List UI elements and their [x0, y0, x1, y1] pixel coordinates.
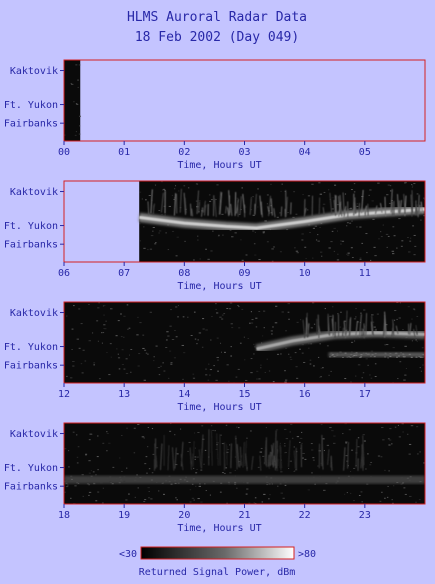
panel-3-xtick-label: 17	[359, 389, 371, 400]
panel-4-ytick-label: Ft. Yukon	[4, 463, 58, 474]
panel-4-ytick-label: Fairbanks	[4, 482, 58, 493]
colorbar	[140, 546, 295, 560]
colorbar-label: Returned Signal Power, dBm	[139, 567, 296, 578]
panel-2: Kaktovik Ft. Yukon Fairbanks 06 07 08 09 10 11 Ti…	[4, 180, 426, 292]
panel-1-coverage-1	[64, 60, 81, 141]
panel-1: Kaktovik Ft. Yukon Fairbanks 00 01 02 03 04 05 Ti…	[4, 59, 426, 171]
panel-1-frame	[63, 59, 426, 142]
panel-1-ytick-label: Ft. Yukon	[4, 100, 58, 111]
panel-2-xtick-label: 06	[58, 268, 70, 279]
panel-1-xtick-label: 02	[178, 147, 190, 158]
panel-3-coverage-1	[64, 302, 425, 383]
chart-title: HLMS Auroral Radar Data	[127, 10, 307, 25]
panel-4-xtick-label: 20	[178, 510, 190, 521]
panel-2-xlabel: Time, Hours UT	[177, 281, 261, 292]
panel-1-xlabel: Time, Hours UT	[177, 160, 261, 171]
panel-2-xtick-label: 09	[238, 268, 250, 279]
panel-4-xtick-label: 23	[359, 510, 371, 521]
panel-1-xtick-label: 05	[359, 147, 371, 158]
panel-3: Kaktovik Ft. Yukon Fairbanks 12 13 14 15 16 17 Ti…	[4, 301, 426, 413]
panel-2-ytick-label: Fairbanks	[4, 240, 58, 251]
panels: Kaktovik Ft. Yukon Fairbanks 00 01 02 03 04 05 Ti…	[4, 59, 426, 534]
panel-4-xtick-label: 21	[238, 510, 250, 521]
panel-3-xtick-label: 13	[118, 389, 130, 400]
panel-2-ytick-label: Kaktovik	[10, 187, 58, 198]
panel-2-xtick-label: 11	[359, 268, 371, 279]
panel-3-xlabel: Time, Hours UT	[177, 402, 261, 413]
panel-1-ytick-label: Kaktovik	[10, 66, 58, 77]
panel-2-arc-1	[139, 207, 425, 230]
panel-3-ytick-label: Fairbanks	[4, 361, 58, 372]
panel-2-xtick-label: 07	[118, 268, 130, 279]
panel-2-ytick-label: Ft. Yukon	[4, 221, 58, 232]
panel-3-xtick-label: 14	[178, 389, 190, 400]
panel-1-xtick-label: 01	[118, 147, 130, 158]
panel-2-xtick-label: 08	[178, 268, 190, 279]
panel-4: Kaktovik Ft. Yukon Fairbanks 18 19 20 21 22 23 Ti…	[4, 422, 426, 534]
panel-3-image	[64, 302, 425, 383]
panel-1-xtick-label: 03	[238, 147, 250, 158]
panel-3-xtick-label: 12	[58, 389, 70, 400]
panel-4-xlabel: Time, Hours UT	[177, 523, 261, 534]
panel-2-rays-2	[147, 188, 424, 218]
panel-4-xtick-label: 22	[299, 510, 311, 521]
panel-4-image	[64, 423, 425, 504]
panel-3-ytick-label: Kaktovik	[10, 308, 58, 319]
panel-3-rays-3	[302, 310, 418, 339]
panel-4-rays-2	[154, 429, 365, 472]
panel-4-band-1	[64, 475, 425, 484]
chart-subtitle: 18 Feb 2002 (Day 049)	[135, 30, 299, 45]
panel-1-image	[64, 60, 81, 141]
panel-4-coverage-1	[64, 423, 425, 504]
panel-3-ytick-label: Ft. Yukon	[4, 342, 58, 353]
panel-2-xtick-label: 10	[299, 268, 311, 279]
colorbar-max-label: >80	[298, 549, 316, 560]
panel-1-xtick-label: 00	[58, 147, 70, 158]
panel-3-xtick-label: 16	[299, 389, 311, 400]
colorbar-min-label: <30	[119, 549, 137, 560]
panel-3-xtick-label: 15	[238, 389, 250, 400]
panel-4-xtick-label: 18	[58, 510, 70, 521]
panel-1-ytick-label: Fairbanks	[4, 119, 58, 130]
panel-4-ytick-label: Kaktovik	[10, 429, 58, 440]
panel-2-image	[138, 181, 425, 262]
panel-4-xtick-label: 19	[118, 510, 130, 521]
panel-1-xtick-label: 04	[299, 147, 311, 158]
